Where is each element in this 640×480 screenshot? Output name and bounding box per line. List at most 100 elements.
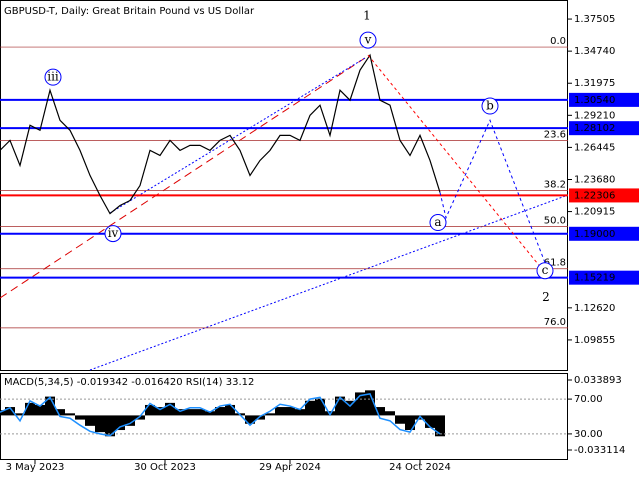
price-line [0, 53, 441, 215]
projection-line [439, 119, 546, 263]
trend-line [89, 194, 569, 371]
macd-bar [5, 407, 15, 416]
price-panel [0, 0, 568, 371]
y-tick-label: 0.033893 [574, 375, 622, 386]
macd-bar [195, 409, 205, 416]
macd-bar [215, 407, 225, 416]
wave-label: a [434, 215, 441, 229]
macd-bar [145, 404, 155, 416]
indicator-label: MACD(5,34,5) -0.019342 -0.016420 RSI(14)… [4, 377, 254, 388]
macd-bar [245, 415, 255, 424]
price-label-box [569, 188, 639, 203]
macd-bar [305, 400, 315, 416]
macd-bar [295, 409, 305, 416]
wave-label: iv [108, 226, 119, 240]
price-label: 1.22306 [574, 190, 615, 201]
macd-bar [75, 415, 85, 420]
wave-circle [359, 31, 377, 49]
macd-bar [15, 413, 25, 416]
trend-line [109, 57, 366, 214]
macd-bar [275, 407, 285, 416]
macd-bar [155, 407, 165, 416]
price-label: 1.19000 [574, 229, 615, 240]
macd-bar [135, 415, 145, 420]
wave-label: 2 [542, 290, 550, 304]
macd-bar [165, 402, 175, 416]
rsi-line [0, 393, 441, 437]
wave-label: c [542, 263, 549, 277]
macd-bar [115, 415, 125, 431]
wave-circle [44, 68, 62, 86]
x-tick-label: 24 Oct 2024 [389, 462, 451, 473]
macd-bar [185, 409, 195, 416]
indicator-panel [0, 373, 568, 460]
macd-bar [45, 396, 55, 416]
wave-circle [429, 214, 447, 232]
x-tick-label: 30 Oct 2023 [134, 462, 196, 473]
y-tick-label: 1.23680 [574, 174, 615, 185]
wave-label: 1 [363, 9, 371, 23]
fib-label: 0.0 [550, 36, 566, 47]
macd-bar [0, 410, 5, 416]
y-tick-label: 1.37505 [574, 14, 615, 25]
macd-bar [85, 415, 95, 426]
macd-bar [105, 415, 115, 437]
macd-bar [395, 415, 405, 424]
x-tick-label: 3 May 2023 [6, 462, 65, 473]
wave-circle [481, 97, 499, 115]
x-tick-label: 29 Apr 2024 [259, 462, 321, 473]
macd-bar [315, 398, 325, 416]
projection-line [367, 54, 546, 273]
trend-line [0, 57, 366, 299]
wave-circle [536, 262, 554, 280]
fib-label: 23.6 [544, 129, 566, 140]
macd-bar [405, 415, 415, 431]
macd-bar [65, 413, 75, 416]
chart-title: GBPUSD-T, Daily: Great Britain Pound vs … [4, 6, 255, 17]
price-label-box [569, 270, 639, 285]
y-tick-label: 1.31975 [574, 78, 615, 89]
wave-label: v [364, 33, 372, 47]
macd-bar [175, 409, 185, 416]
price-label: 1.28102 [574, 123, 615, 134]
y-tick-label: 1.20915 [574, 207, 615, 218]
price-label-box [569, 226, 639, 241]
y-tick-label: 1.29210 [574, 110, 615, 121]
price-label: 1.15219 [574, 273, 615, 284]
fib-label: 76.0 [544, 317, 566, 328]
macd-bar [335, 396, 345, 416]
macd-bar [95, 415, 105, 433]
price-label: 1.30540 [574, 95, 615, 106]
y-tick-label: -0.033114 [574, 445, 625, 456]
y-tick-label: 1.34740 [574, 46, 615, 57]
macd-bar [385, 411, 395, 416]
y-tick-label: 1.12620 [574, 303, 615, 314]
macd-bar [205, 411, 215, 416]
macd-bar [435, 415, 445, 437]
y-tick-label: 1.09855 [574, 335, 615, 346]
macd-bar [25, 402, 35, 416]
y2-tick-label: 30.00 [574, 429, 603, 440]
macd-bar [425, 415, 435, 428]
macd-bar [355, 392, 365, 416]
macd-bar [125, 415, 135, 426]
macd-bar [265, 413, 275, 416]
y-tick-label: 1.26445 [574, 142, 615, 153]
wave-circle [104, 225, 122, 243]
y2-tick-label: 70.00 [574, 394, 603, 405]
price-label-box [569, 121, 639, 136]
macd-bar [225, 404, 235, 416]
macd-bar [35, 404, 45, 416]
fib-label: 38.2 [544, 180, 566, 191]
macd-bar [285, 407, 295, 416]
price-label-box [569, 92, 639, 107]
macd-bar [55, 409, 65, 416]
macd-bar [345, 400, 355, 416]
fib-label: 61.8 [544, 258, 566, 269]
wave-label: iii [47, 70, 59, 84]
fib-label: 50.0 [544, 216, 566, 227]
macd-bar [365, 390, 375, 416]
macd-bar [375, 407, 385, 416]
wave-label: b [486, 99, 494, 113]
